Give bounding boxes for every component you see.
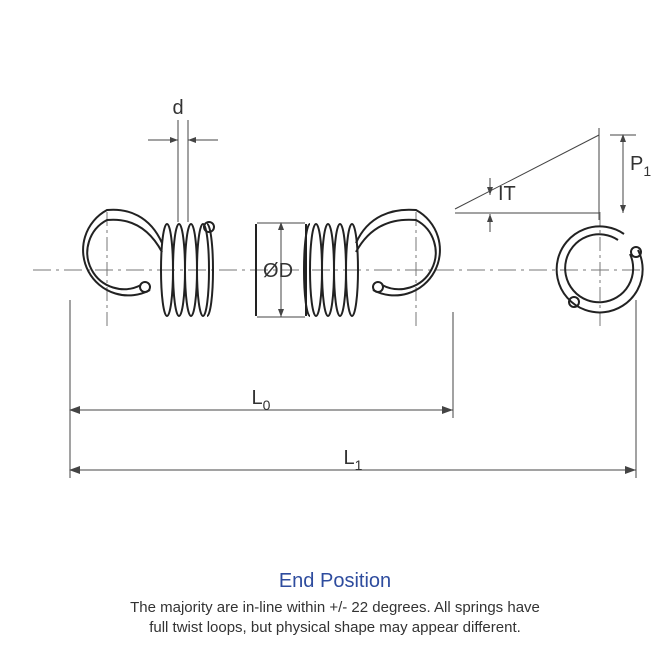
label-L1: L1 (344, 447, 363, 473)
dim-d (148, 120, 218, 222)
label-d: d (172, 97, 183, 119)
caption-line-1: The majority are in-line within +/- 22 d… (130, 599, 540, 616)
caption-body: The majority are in-line within +/- 22 d… (0, 598, 670, 639)
right-loop (356, 210, 440, 296)
label-L0: L0 (252, 387, 271, 413)
caption-title: End Position (0, 570, 670, 593)
label-IT: IT (498, 183, 516, 205)
label-D: ØD (263, 260, 293, 282)
dim-IT-P1 (455, 128, 636, 232)
left-loop (83, 210, 162, 296)
caption-line-2: full twist loops, but physical shape may… (149, 619, 521, 636)
diagram-container: d ØD IT P1 L0 L1 End Position The majori… (0, 0, 670, 670)
left-coils (161, 222, 214, 316)
label-P1: P1 (630, 153, 651, 179)
